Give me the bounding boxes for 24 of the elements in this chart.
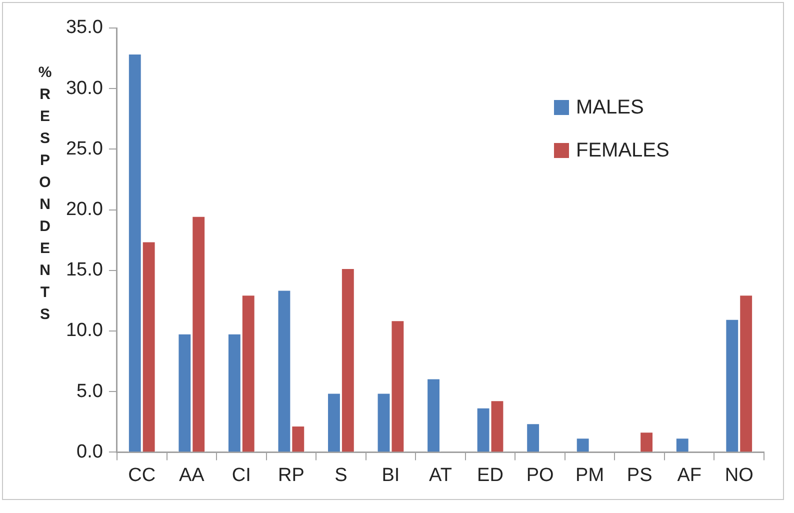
y-tick-label: 35.0 [66, 17, 103, 38]
x-tick-label: CI [232, 464, 251, 486]
legend-label: MALES [576, 96, 644, 119]
x-tick-label: S [334, 464, 348, 486]
x-tick-label: ED [477, 464, 504, 486]
x-tick-label: NO [724, 464, 754, 486]
x-tick-label: CC [128, 464, 156, 486]
x-tick-label: PM [576, 464, 604, 486]
x-tick-label: BI [382, 464, 400, 486]
y-tick-label: 30.0 [66, 78, 103, 99]
legend-label: FEMALES [576, 140, 670, 162]
x-tick-label: PS [626, 464, 652, 486]
x-tick-label: AF [677, 464, 702, 486]
text: % RESPONDENTS [38, 64, 52, 323]
y-tick-label: 15.0 [66, 260, 103, 281]
y-tick-label: 0.0 [76, 441, 103, 462]
y-tick-label: 25.0 [66, 138, 103, 160]
y-tick-label: 20.0 [66, 199, 103, 220]
x-tick-label: RP [278, 464, 304, 486]
x-tick-label: PO [526, 464, 554, 486]
x-tick-label: AT [429, 464, 452, 486]
y-tick-label: 5.0 [76, 380, 103, 402]
x-tick-label: AA [178, 464, 205, 486]
y-tick-label: 10.0 [66, 320, 103, 342]
